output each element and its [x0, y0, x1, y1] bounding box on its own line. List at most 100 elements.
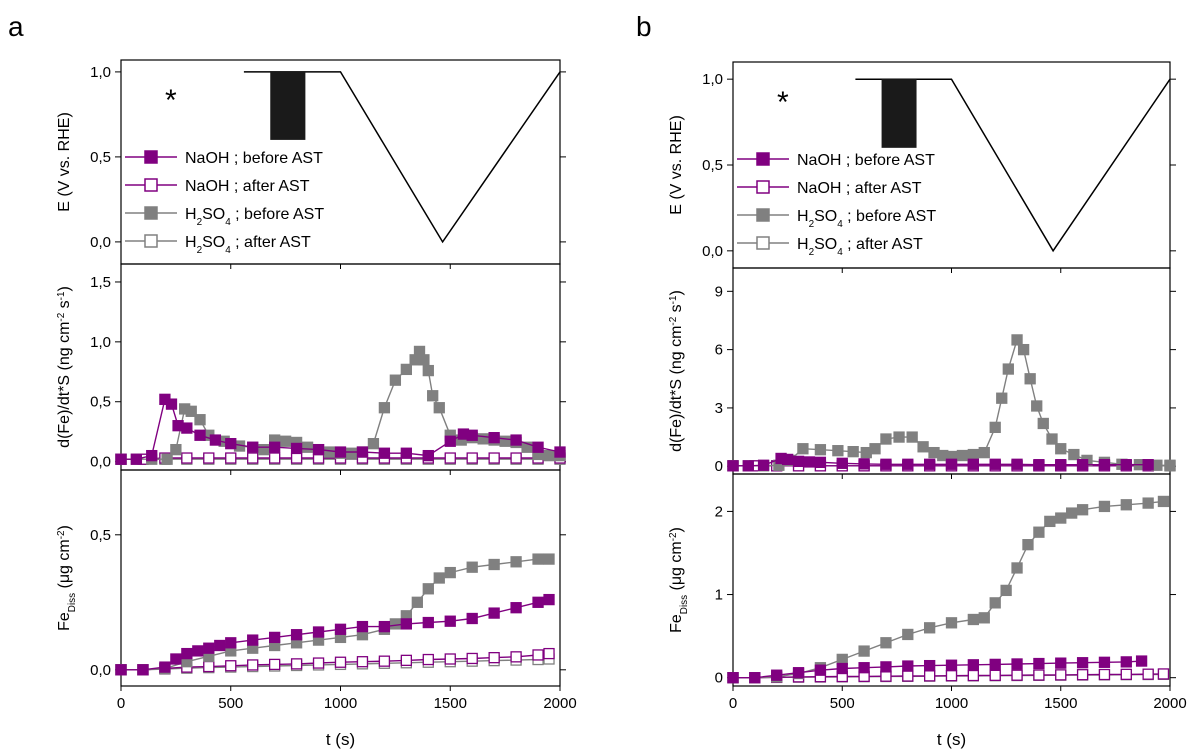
data-point — [268, 631, 281, 644]
legend: NaOH ; before AST NaOH ; after AST H2SO4 ;… — [125, 150, 324, 256]
x-tick-label: 2000 — [543, 695, 576, 712]
legend-label: NaOH ; after AST — [797, 180, 922, 197]
data-point — [1076, 657, 1089, 669]
data-point — [1076, 459, 1089, 471]
data-point — [301, 441, 314, 453]
data-point — [924, 670, 936, 682]
data-point — [1098, 500, 1111, 513]
subplot-dissolution_rate: 0,0 0,5 1,0 1,5 d(Fe)/dt*S (ng cm-2 s-1) — [56, 263, 566, 475]
data-point — [989, 597, 1001, 609]
x-axis-label: t (s) — [937, 730, 966, 749]
data-point — [444, 452, 456, 464]
data-point — [466, 652, 478, 665]
data-point — [185, 405, 197, 417]
subplot-potential: 0,0 0,5 1,0 E (V vs. RHE) * NaOH ; before AST… — [56, 59, 566, 269]
data-point — [967, 458, 979, 470]
data-point — [367, 438, 380, 450]
data-point — [312, 657, 325, 669]
data-point — [902, 458, 914, 470]
data-point — [1033, 669, 1045, 681]
data-point — [334, 656, 347, 668]
data-point — [869, 443, 881, 455]
data-point — [312, 443, 325, 456]
data-point — [1098, 668, 1111, 681]
data-point — [893, 431, 905, 443]
data-point — [422, 583, 434, 595]
y-tick-label: 2 — [715, 503, 723, 520]
data-point — [488, 452, 500, 464]
data-point — [792, 667, 805, 679]
data-point — [165, 398, 178, 410]
data-point — [543, 449, 555, 462]
data-point — [290, 452, 303, 464]
data-point — [742, 460, 754, 472]
data-point — [422, 364, 434, 377]
data-point — [956, 449, 969, 462]
data-point — [978, 612, 990, 624]
y-tick-label: 0,0 — [90, 662, 111, 679]
data-point — [203, 660, 215, 673]
data-point — [803, 456, 816, 468]
data-point — [1135, 655, 1148, 667]
asterisk-marker: * — [165, 84, 177, 117]
data-point — [510, 602, 522, 614]
series-naoh_before — [727, 655, 1148, 684]
data-point — [312, 626, 325, 638]
data-point — [749, 672, 761, 684]
data-point — [247, 634, 259, 646]
y-tick-label: 1,0 — [90, 64, 111, 81]
data-point — [444, 653, 456, 665]
data-point — [510, 434, 522, 446]
data-point — [967, 669, 979, 682]
series-h2so4_before — [727, 495, 1170, 684]
data-point — [268, 658, 281, 671]
y-tick-label: 0,5 — [702, 157, 723, 174]
data-point — [757, 459, 770, 471]
x-axis-label: t (s) — [326, 730, 355, 749]
data-point — [115, 664, 127, 676]
data-point — [1055, 443, 1067, 455]
y-tick-label: 0,5 — [90, 394, 111, 411]
data-point — [510, 651, 522, 663]
legend-label: NaOH ; before AST — [185, 150, 323, 167]
data-point — [1044, 515, 1056, 528]
y-tick-label: 1,5 — [90, 274, 111, 291]
data-point — [1011, 669, 1023, 681]
data-point — [814, 444, 827, 456]
legend: NaOH ; before AST NaOH ; after AST H2SO4 ;… — [737, 152, 936, 258]
data-point — [194, 414, 206, 426]
data-point — [181, 452, 193, 464]
y-tick-label: 1,0 — [702, 71, 723, 88]
x-tick-label: 0 — [729, 695, 737, 712]
data-point — [880, 661, 892, 673]
legend-marker — [756, 236, 770, 250]
legend-label: H2SO4 ; after AST — [185, 234, 311, 256]
data-point — [814, 664, 827, 676]
data-point — [1055, 459, 1067, 471]
data-point — [389, 374, 402, 386]
y-tick-label: 0 — [715, 458, 723, 475]
data-point — [989, 658, 1001, 671]
panel-a: 0,0 0,5 1,0 E (V vs. RHE) * NaOH ; before AST… — [56, 59, 577, 749]
data-point — [247, 452, 259, 464]
series-naoh_before — [115, 593, 555, 676]
data-point — [532, 649, 544, 661]
data-point — [356, 620, 369, 633]
data-point — [1098, 656, 1111, 668]
data-point — [1037, 417, 1049, 430]
data-point — [858, 458, 870, 470]
data-point — [466, 612, 478, 625]
data-point — [858, 662, 870, 674]
data-point — [967, 659, 979, 671]
y-axis-label: E (V vs. RHE) — [56, 112, 73, 212]
data-point — [411, 596, 423, 608]
data-point — [543, 647, 555, 660]
y-tick-label: 0,0 — [90, 234, 111, 251]
data-point — [290, 658, 303, 670]
legend-marker — [144, 178, 158, 192]
data-point — [488, 607, 500, 619]
subplot-dissolution_rate: 0 3 6 9 d(Fe)/dt*S (ng cm-2 s-1) — [668, 267, 1176, 479]
data-point — [225, 660, 237, 672]
data-point — [422, 653, 434, 666]
